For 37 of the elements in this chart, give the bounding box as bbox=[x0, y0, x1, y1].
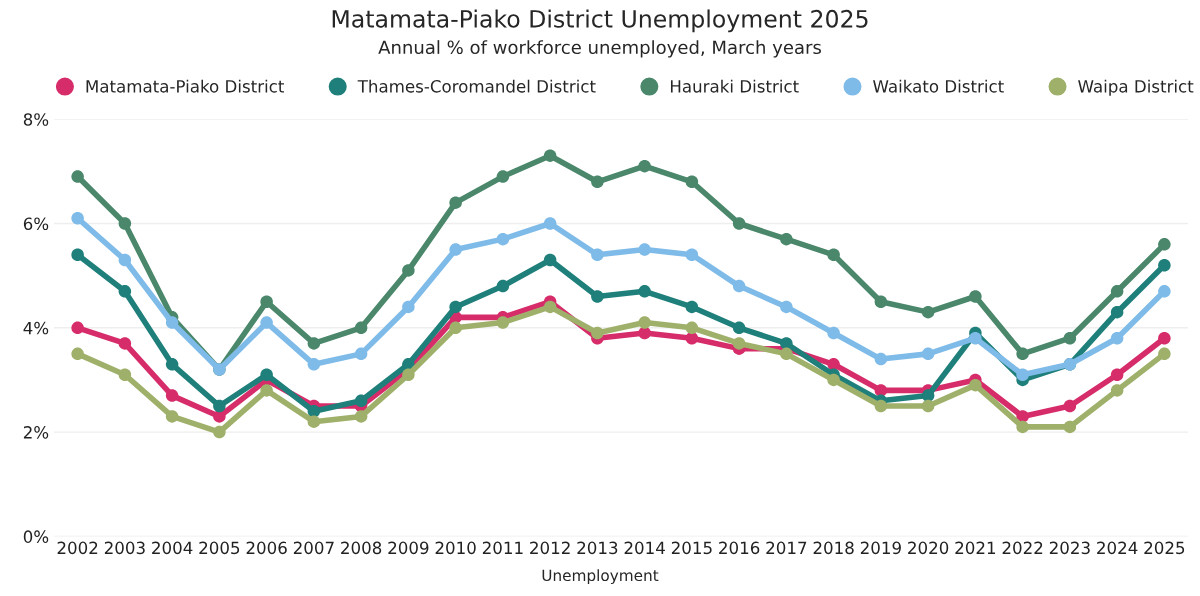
legend-label: Waipa District bbox=[1078, 79, 1194, 96]
x-tick-label: 2008 bbox=[341, 541, 382, 555]
x-tick-label: 2020 bbox=[908, 541, 949, 555]
x-tick-label: 2023 bbox=[1049, 541, 1090, 555]
y-tick-label: 6% bbox=[23, 217, 49, 231]
x-tick-label: 2005 bbox=[199, 541, 240, 555]
x-tick-label: 2021 bbox=[955, 541, 996, 555]
x-tick-label: 2006 bbox=[246, 541, 287, 555]
legend-label: Hauraki District bbox=[670, 79, 799, 93]
x-tick-label: 2018 bbox=[813, 541, 854, 555]
x-tick-label: 2025 bbox=[1144, 541, 1185, 555]
legend-label: Thames-Coromandel District bbox=[357, 79, 596, 93]
chart-subtitle: Annual % of workforce unemployed, March years bbox=[378, 40, 821, 58]
legend-label: Waikato District bbox=[873, 79, 1004, 93]
x-tick-label: 2014 bbox=[624, 541, 665, 555]
y-tick-label: 0% bbox=[23, 530, 49, 543]
x-tick-label: 2002 bbox=[57, 541, 98, 555]
x-tick-label: 2013 bbox=[577, 541, 618, 555]
x-tick-label: 2004 bbox=[152, 541, 193, 555]
x-tick-label: 2003 bbox=[104, 541, 145, 555]
x-tick-label: 2009 bbox=[388, 541, 429, 555]
x-tick-label: 2007 bbox=[293, 541, 334, 555]
x-tick-label: 2012 bbox=[530, 541, 570, 555]
x-tick-label: 2017 bbox=[766, 541, 807, 555]
x-tick-label: 2011 bbox=[482, 541, 523, 555]
y-tick-label: 8% bbox=[23, 113, 49, 126]
x-tick-label: 2022 bbox=[1002, 541, 1043, 555]
x-tick-label: 2016 bbox=[719, 541, 760, 555]
x-tick-label: 2015 bbox=[671, 541, 712, 555]
x-tick-label: 2024 bbox=[1097, 541, 1138, 555]
y-tick-label: 4% bbox=[23, 321, 49, 335]
x-tick-label: 2019 bbox=[860, 541, 901, 555]
x-tick-label: 2010 bbox=[435, 541, 476, 555]
text: Unemployment bbox=[542, 569, 659, 585]
legend-label: Matamata-Piako District bbox=[86, 79, 284, 93]
chart-title: Matamata-Piako District Unemployment 2025 bbox=[332, 9, 868, 33]
y-tick-label: 2% bbox=[23, 426, 49, 439]
